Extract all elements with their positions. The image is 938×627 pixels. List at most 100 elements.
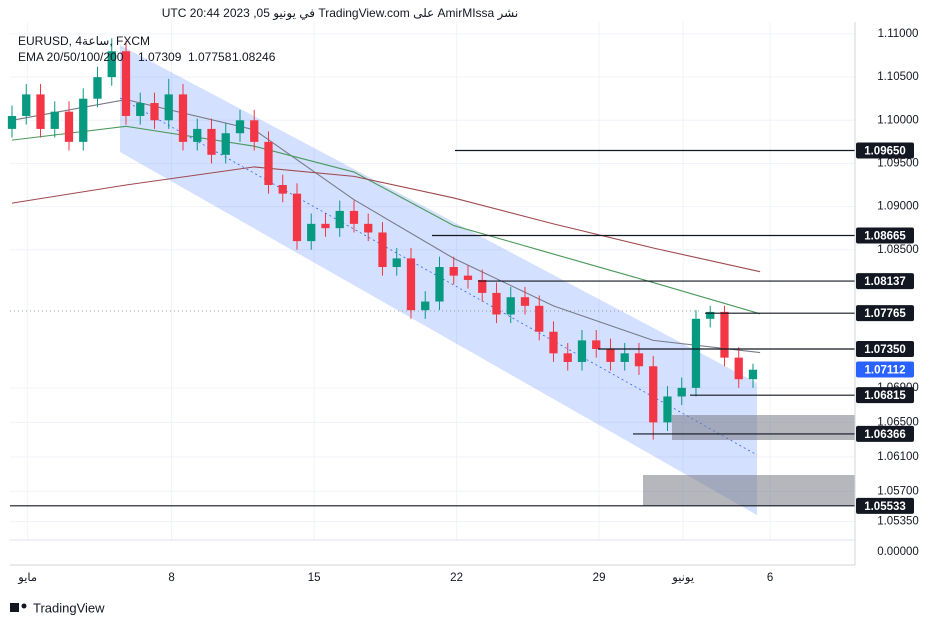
candle-body [93, 77, 102, 99]
candle-body [463, 275, 473, 280]
zone [643, 475, 855, 506]
candle-body [449, 267, 458, 276]
candle-body [307, 223, 316, 242]
candle-body [734, 357, 743, 380]
level-label: 1.06366 [864, 429, 906, 441]
candle-body [577, 340, 587, 362]
footer: TradingView [33, 600, 105, 615]
candle-body [178, 94, 188, 142]
candle-body [706, 311, 715, 319]
candle-body [292, 193, 302, 242]
level-box [856, 273, 914, 290]
indicator-value: 1.07758 [188, 50, 232, 64]
level-box [856, 497, 914, 514]
logo [10, 603, 27, 612]
y-tick-label: 1.06500 [877, 416, 919, 428]
y-tick-label: 1.05350 [877, 516, 919, 528]
candle-body [506, 297, 515, 315]
x-tick-label: 22 [450, 572, 463, 584]
candle-body [748, 369, 758, 380]
y-tick-label: 1.08500 [877, 244, 919, 256]
candle-body [435, 267, 444, 302]
candle-body [193, 128, 202, 142]
y-tick-label: 1.11000 [878, 28, 919, 40]
symbol: EURUSD, 4ساعة, FXCM [18, 34, 150, 48]
candle-body [22, 94, 31, 116]
candle-body [520, 297, 530, 306]
candle-body [720, 311, 729, 358]
candle-body [321, 223, 330, 229]
ema-line [11, 125, 761, 315]
candle-body [107, 51, 116, 78]
level-label: 1.08665 [864, 231, 906, 243]
candle-body [406, 258, 416, 311]
candle-body [235, 120, 245, 134]
candle-body [663, 396, 672, 423]
y-tick-label: 1.06100 [877, 451, 919, 463]
candle-body [64, 111, 74, 142]
x-tick-label: 15 [308, 572, 321, 584]
candle-body [620, 353, 629, 362]
candle-body [264, 141, 273, 186]
publisher: نشر AmirMIssa على TradingView.com في يون… [162, 6, 518, 21]
level-box [856, 142, 914, 159]
level-label: 1.09650 [864, 146, 906, 158]
level-box [856, 341, 914, 358]
candle-body [221, 133, 230, 155]
indicator-value: 1.08246 [232, 50, 276, 64]
candle-body [492, 292, 501, 315]
level-box [856, 425, 914, 442]
candle-body [136, 103, 145, 116]
level-box [856, 227, 914, 244]
candle-body [421, 301, 430, 311]
candle-body [7, 115, 17, 129]
current-price-box [856, 361, 914, 378]
candle-body [549, 331, 558, 354]
x-tick-label: يونيو [671, 572, 694, 585]
indicator-value: 1.07309 [138, 50, 182, 64]
level-label: 1.07350 [864, 344, 906, 356]
level-label: 1.07765 [864, 308, 906, 320]
level-label: 1.06815 [864, 390, 906, 402]
candle-body [535, 305, 544, 332]
logo-mark [21, 603, 27, 609]
candle-body [634, 353, 644, 367]
candle-body [606, 349, 615, 362]
level-label: 1.08137 [864, 276, 906, 288]
candle-body [36, 94, 45, 129]
candle-body [50, 111, 59, 129]
y-tick-label: 1.10500 [877, 71, 919, 83]
y-tick-label: 1.05700 [877, 485, 919, 497]
candle-body [207, 128, 216, 155]
candle-body [563, 353, 572, 362]
candle-body [592, 340, 601, 350]
axis-extra-label: 0.00000 [877, 546, 919, 558]
candle-body [164, 94, 173, 121]
y-tick-label: 1.09000 [877, 201, 919, 213]
zone [672, 415, 855, 440]
y-tick-label: 1.10000 [877, 114, 919, 126]
candle-body [278, 185, 287, 194]
candle-body [150, 103, 159, 121]
level-box [856, 387, 914, 404]
level-label: 1.05533 [864, 501, 906, 513]
indicator-label: EMA 20/50/100/200 [18, 50, 124, 64]
x-tick-label: 8 [168, 572, 174, 584]
candle-body [677, 387, 686, 397]
candle-body [364, 223, 373, 233]
candle-body [392, 258, 401, 268]
level-box [856, 305, 914, 322]
candle-body [335, 210, 344, 229]
current-price-label: 1.07112 [865, 365, 906, 377]
ema-line [11, 99, 761, 354]
candle-body [79, 98, 88, 142]
candle-body [649, 366, 658, 423]
candle-body [478, 279, 487, 293]
candle-body [121, 51, 131, 116]
x-tick-label: 6 [767, 572, 773, 584]
candle-body [250, 120, 259, 142]
candle-body [691, 318, 701, 388]
logo-mark [10, 603, 19, 612]
candle-body [378, 232, 387, 268]
